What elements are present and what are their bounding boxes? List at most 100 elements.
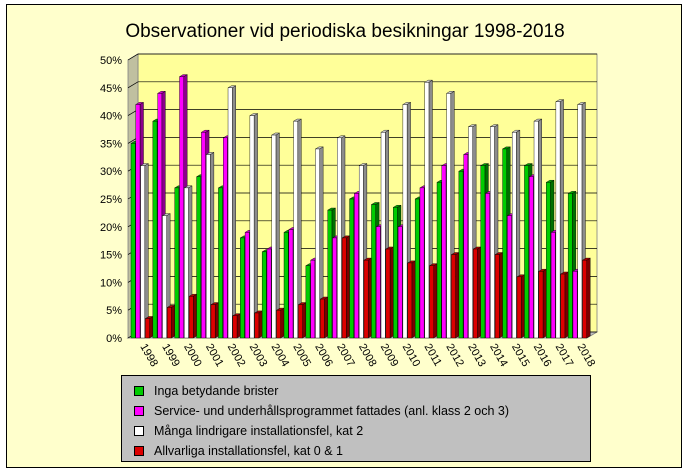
bar bbox=[232, 315, 238, 339]
legend: Inga betydande brister Service- und unde… bbox=[121, 375, 591, 462]
bar-side bbox=[193, 293, 198, 339]
x-tick-label: 2000 bbox=[181, 342, 204, 369]
y-tick-label: 10% bbox=[100, 277, 122, 289]
bar bbox=[288, 229, 294, 339]
bar bbox=[502, 148, 507, 339]
legend-label: Inga betydande brister bbox=[154, 384, 279, 398]
x-tick-label: 2018 bbox=[575, 342, 598, 369]
bar bbox=[582, 259, 587, 339]
x-tick-label: 1998 bbox=[137, 342, 160, 369]
bar bbox=[341, 237, 347, 339]
bar bbox=[174, 187, 180, 339]
bar-side bbox=[455, 252, 460, 339]
bar bbox=[524, 165, 529, 339]
bar bbox=[227, 87, 233, 339]
gridline bbox=[127, 81, 597, 89]
bar bbox=[210, 304, 216, 339]
bar-side bbox=[411, 260, 416, 339]
bar-side bbox=[389, 246, 394, 339]
bar bbox=[310, 259, 316, 339]
bar bbox=[218, 187, 223, 339]
y-tick-label: 15% bbox=[100, 250, 122, 262]
bar-side bbox=[258, 310, 263, 339]
bar-side bbox=[275, 132, 280, 339]
bar bbox=[419, 187, 425, 339]
bar bbox=[179, 76, 184, 339]
bar bbox=[494, 254, 500, 339]
bar bbox=[380, 132, 386, 339]
bar bbox=[266, 248, 272, 339]
bar bbox=[402, 104, 408, 339]
bar bbox=[485, 193, 490, 339]
x-tick-label: 2017 bbox=[553, 342, 576, 369]
bar bbox=[533, 120, 539, 339]
bar bbox=[283, 232, 289, 339]
bar bbox=[458, 170, 464, 339]
legend-item: Allvarliga installationsfel, kat 0 & 1 bbox=[134, 441, 590, 461]
bar bbox=[152, 120, 158, 339]
y-tick-label: 20% bbox=[100, 222, 122, 234]
bar bbox=[145, 318, 150, 339]
bar bbox=[320, 298, 325, 339]
bar bbox=[473, 248, 478, 339]
bar bbox=[354, 193, 359, 339]
bar bbox=[130, 143, 136, 339]
bar bbox=[135, 104, 141, 339]
bar bbox=[397, 226, 403, 339]
bar bbox=[376, 226, 381, 339]
bar bbox=[538, 271, 544, 339]
bar bbox=[276, 310, 281, 339]
x-tick-label: 2001 bbox=[203, 342, 226, 369]
bar bbox=[490, 126, 495, 339]
y-tick-label: 50% bbox=[100, 55, 122, 67]
x-tick-label: 2003 bbox=[247, 342, 270, 369]
bar bbox=[157, 93, 163, 339]
bar bbox=[567, 193, 573, 339]
bar bbox=[429, 265, 434, 339]
legend-label: Många lindrigare installationsfel, kat 2 bbox=[154, 424, 364, 438]
bar bbox=[480, 165, 486, 339]
x-tick-label: 2008 bbox=[356, 342, 379, 369]
legend-label: Service- und underhållsprogrammet fattad… bbox=[154, 404, 510, 418]
x-tick-label: 2002 bbox=[225, 342, 248, 369]
legend-label: Allvarliga installationsfel, kat 0 & 1 bbox=[154, 444, 343, 458]
bar bbox=[249, 115, 255, 339]
bar-side bbox=[302, 302, 307, 339]
legend-swatch bbox=[134, 426, 144, 436]
bar bbox=[305, 265, 311, 339]
bar-side bbox=[171, 304, 176, 339]
bar bbox=[337, 137, 342, 339]
bar bbox=[371, 204, 376, 339]
bar bbox=[327, 209, 333, 339]
bar bbox=[550, 232, 556, 339]
bar bbox=[424, 82, 430, 339]
bar bbox=[254, 312, 260, 339]
bar bbox=[315, 148, 320, 339]
bar bbox=[516, 276, 522, 339]
chart-frame: Observationer vid periodiska besikningar… bbox=[6, 4, 682, 468]
bar-side bbox=[236, 313, 241, 339]
bar bbox=[201, 132, 206, 339]
x-tick-label: 2014 bbox=[487, 342, 510, 369]
x-tick-label: 2010 bbox=[400, 342, 423, 369]
bar-side bbox=[433, 263, 438, 339]
bar-side bbox=[499, 252, 504, 339]
x-tick-label: 2016 bbox=[531, 342, 554, 369]
bar bbox=[441, 165, 447, 339]
y-tick-label: 5% bbox=[106, 305, 122, 317]
x-tick-label: 2011 bbox=[422, 342, 444, 368]
bar bbox=[167, 307, 172, 339]
bar-side bbox=[367, 257, 372, 339]
bar bbox=[436, 182, 442, 339]
bar bbox=[271, 134, 277, 339]
legend-item: Många lindrigare installationsfel, kat 2 bbox=[134, 421, 590, 441]
bar bbox=[261, 251, 267, 339]
legend-swatch bbox=[134, 446, 144, 456]
y-tick-label: 30% bbox=[100, 166, 122, 178]
bar bbox=[507, 215, 512, 339]
bar bbox=[414, 198, 420, 339]
bar bbox=[240, 237, 245, 339]
gridline bbox=[127, 53, 597, 61]
bar bbox=[511, 132, 517, 339]
bar-side bbox=[149, 316, 154, 339]
